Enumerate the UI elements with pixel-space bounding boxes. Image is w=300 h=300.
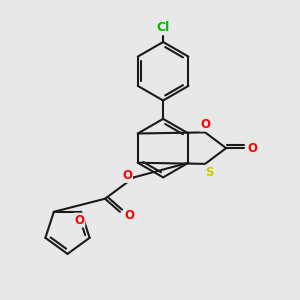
Text: O: O [74, 214, 84, 226]
Text: O: O [124, 209, 134, 222]
Text: O: O [122, 169, 132, 182]
Text: Cl: Cl [157, 21, 170, 34]
Text: S: S [206, 166, 214, 178]
Text: O: O [200, 118, 210, 130]
Text: O: O [247, 142, 257, 154]
